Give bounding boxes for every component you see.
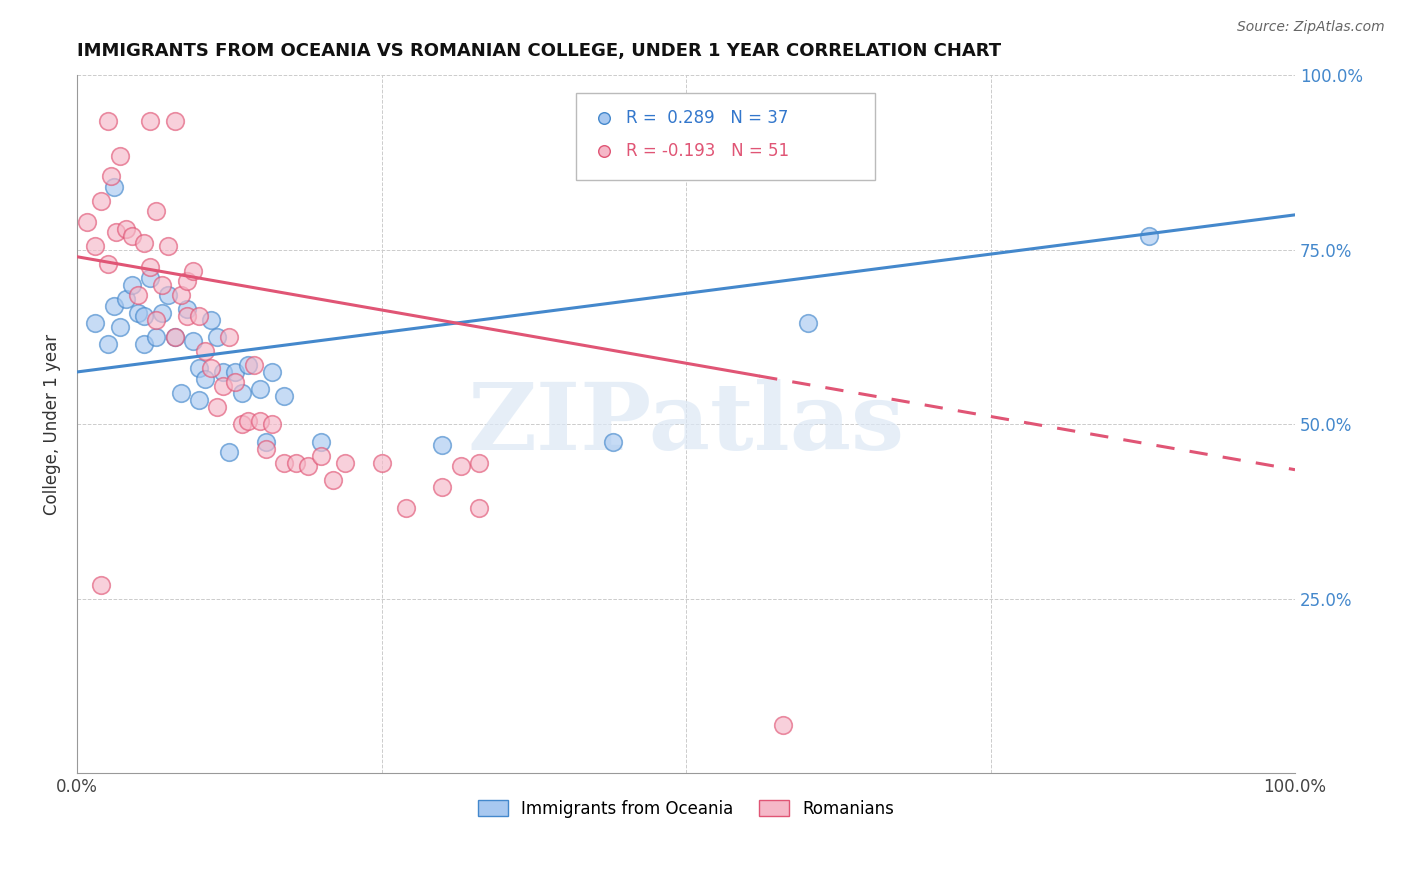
Point — [96, 337, 118, 351]
Point — [395, 501, 418, 516]
Point — [150, 277, 173, 292]
Point — [333, 456, 356, 470]
Point — [90, 194, 112, 208]
Point — [163, 330, 186, 344]
Point — [205, 330, 228, 344]
Point — [370, 456, 392, 470]
Point — [145, 204, 167, 219]
Point — [132, 309, 155, 323]
Point — [145, 312, 167, 326]
Point — [105, 225, 128, 239]
Point — [132, 235, 155, 250]
Point — [163, 330, 186, 344]
Point — [145, 330, 167, 344]
Legend: Immigrants from Oceania, Romanians: Immigrants from Oceania, Romanians — [471, 793, 901, 824]
Point — [176, 274, 198, 288]
Point — [169, 385, 191, 400]
Point — [200, 361, 222, 376]
Point — [260, 365, 283, 379]
Point — [181, 334, 204, 348]
Text: Source: ZipAtlas.com: Source: ZipAtlas.com — [1237, 20, 1385, 34]
Text: R =  0.289   N = 37: R = 0.289 N = 37 — [627, 110, 789, 128]
Point — [297, 459, 319, 474]
Point — [157, 239, 180, 253]
Point — [108, 319, 131, 334]
Point — [254, 442, 277, 456]
Point — [139, 270, 162, 285]
Point — [285, 456, 308, 470]
Point — [84, 239, 107, 253]
Point — [432, 480, 454, 494]
Point — [90, 578, 112, 592]
Point — [249, 383, 271, 397]
Point — [96, 113, 118, 128]
Point — [194, 372, 217, 386]
Point — [108, 148, 131, 162]
Point — [254, 434, 277, 449]
Point — [114, 222, 136, 236]
Point — [797, 316, 820, 330]
Point — [231, 417, 253, 432]
Point — [593, 112, 616, 126]
Point — [212, 365, 235, 379]
Point — [236, 358, 259, 372]
Point — [132, 337, 155, 351]
Point — [218, 330, 240, 344]
Point — [100, 169, 122, 184]
Point — [309, 449, 332, 463]
Point — [468, 501, 491, 516]
Point — [772, 717, 794, 731]
Point — [322, 473, 344, 487]
Point — [212, 379, 235, 393]
Point — [127, 305, 149, 319]
Point — [150, 305, 173, 319]
Text: IMMIGRANTS FROM OCEANIA VS ROMANIAN COLLEGE, UNDER 1 YEAR CORRELATION CHART: IMMIGRANTS FROM OCEANIA VS ROMANIAN COLL… — [77, 42, 1001, 60]
Point — [121, 277, 143, 292]
Point — [194, 344, 217, 359]
Point — [1137, 228, 1160, 243]
Y-axis label: College, Under 1 year: College, Under 1 year — [44, 334, 60, 515]
Point — [231, 385, 253, 400]
Point — [96, 257, 118, 271]
Point — [432, 438, 454, 452]
Point — [249, 414, 271, 428]
Point — [121, 228, 143, 243]
Point — [242, 358, 264, 372]
Point — [139, 260, 162, 275]
Point — [103, 299, 125, 313]
Point — [114, 292, 136, 306]
Point — [176, 309, 198, 323]
Text: R = -0.193   N = 51: R = -0.193 N = 51 — [627, 142, 790, 160]
Point — [169, 288, 191, 302]
Point — [176, 302, 198, 317]
Point — [218, 445, 240, 459]
Point — [309, 434, 332, 449]
Point — [127, 288, 149, 302]
Point — [273, 389, 295, 403]
Point — [157, 288, 180, 302]
Point — [187, 392, 209, 407]
Point — [602, 434, 624, 449]
Point — [224, 365, 246, 379]
Text: ZIPatlas: ZIPatlas — [467, 379, 904, 469]
Point — [468, 456, 491, 470]
Point — [593, 144, 616, 158]
Point — [273, 456, 295, 470]
Point — [224, 376, 246, 390]
Point — [200, 312, 222, 326]
FancyBboxPatch shape — [576, 93, 875, 180]
Point — [103, 180, 125, 194]
Point — [236, 414, 259, 428]
Point — [205, 400, 228, 414]
Point — [84, 316, 107, 330]
Point — [260, 417, 283, 432]
Point — [450, 459, 472, 474]
Point — [187, 361, 209, 376]
Point — [163, 113, 186, 128]
Point — [181, 263, 204, 277]
Point — [187, 309, 209, 323]
Point — [139, 113, 162, 128]
Point — [76, 215, 98, 229]
